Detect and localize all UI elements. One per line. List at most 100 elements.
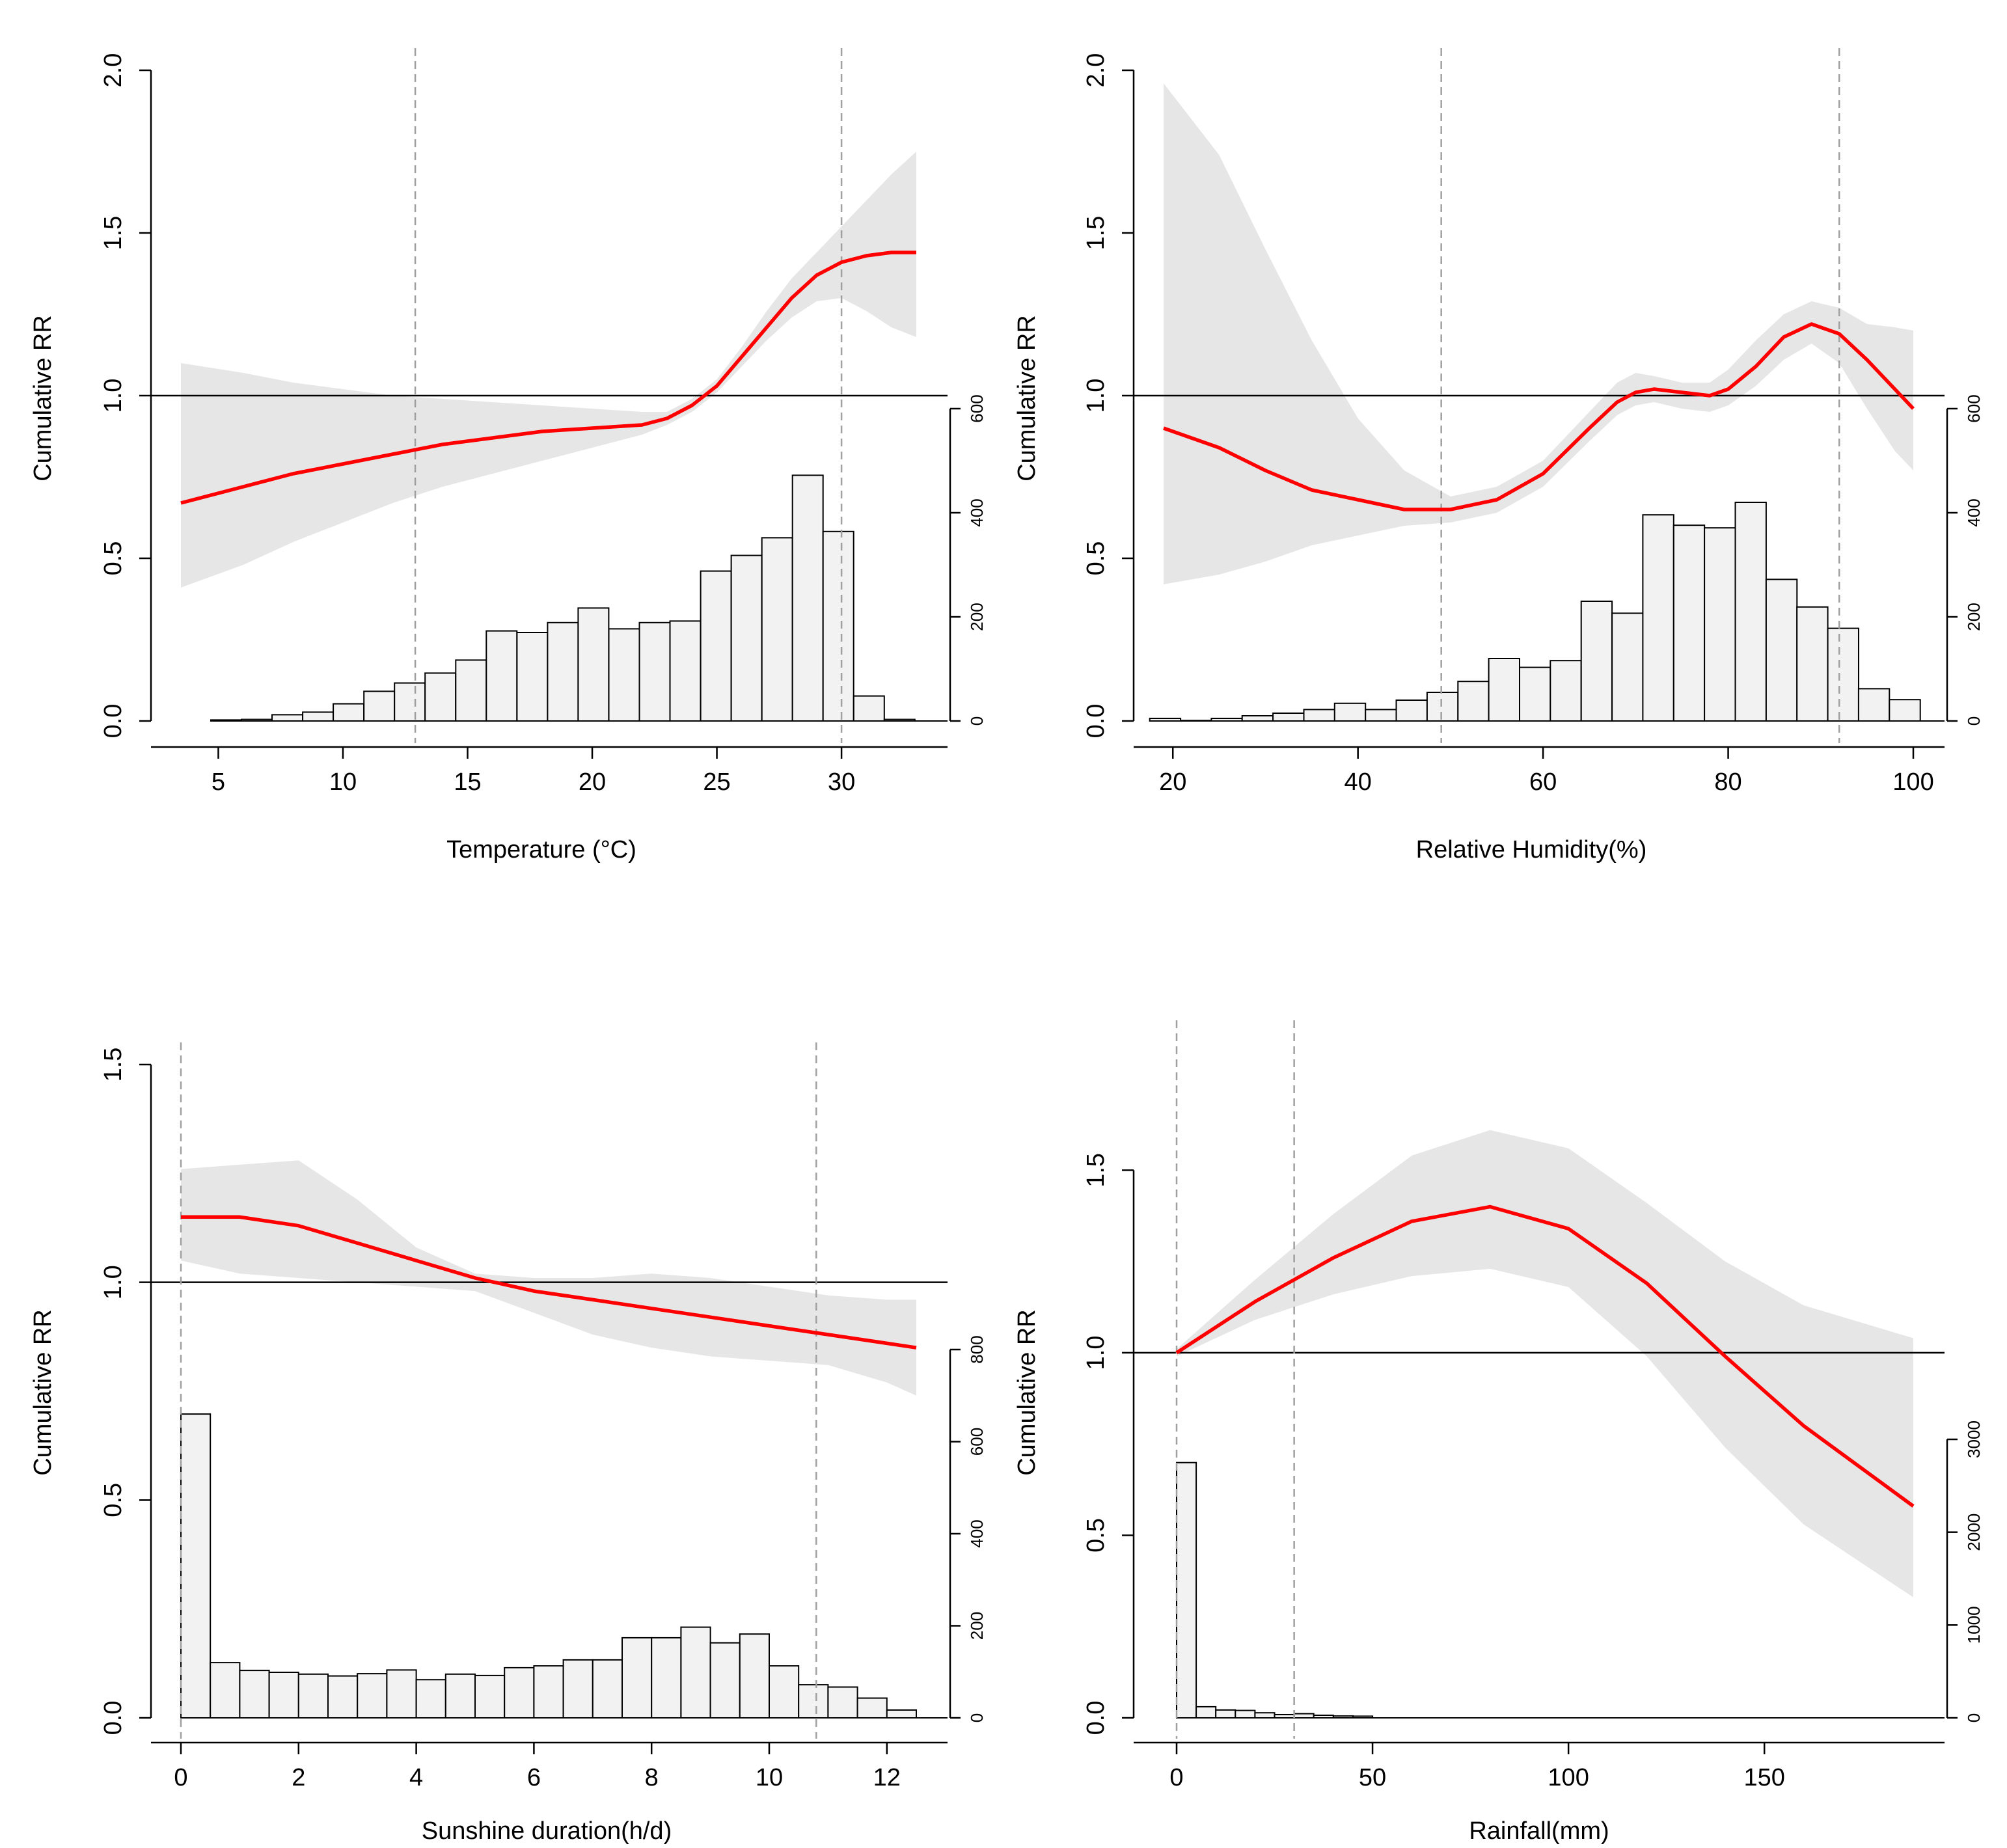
right-tick-label: 200 (967, 1612, 987, 1640)
panel-temperature: 0.0 0.5 1.0 1.5 2.0 5 10 15 20 25 30 0 200 400 600 Tem… (29, 48, 987, 863)
x-tick-label: 25 (703, 768, 730, 796)
x-tick-label: 40 (1345, 768, 1372, 796)
y-axis-label: Cumulative RR (1013, 1309, 1041, 1476)
histogram-bar (1857, 688, 1891, 722)
plot-layer: 0.0 0.5 1.0 1.5 2.0 20 40 60 80 100 0 200 400 600 (1082, 48, 1984, 796)
histogram-bar (1672, 524, 1706, 722)
x-axis-label: Temperature (°C) (446, 836, 636, 863)
histogram-bar (730, 554, 763, 722)
y-tick-label: 0.5 (1082, 541, 1110, 576)
histogram-bar (327, 1675, 359, 1719)
panel-rainfall: 0.0 0.5 1.0 1.5 0 50 100 150 0 1000 2000 3000 Rainf… (1013, 1020, 1984, 1845)
histogram-bar (1704, 527, 1736, 722)
histogram-bar (239, 1670, 270, 1719)
histogram-bar (1333, 702, 1367, 722)
x-tick-label: 5 (212, 768, 225, 796)
y-tick-label: 1.0 (1082, 379, 1110, 413)
histogram-bar (592, 1659, 623, 1719)
histogram-bar (1796, 606, 1829, 722)
rr-curve (1163, 322, 1915, 511)
histogram-bar (1195, 1705, 1217, 1719)
right-tick-label: 400 (1964, 498, 1984, 526)
right-tick-label: 200 (967, 603, 987, 631)
histogram-bar (1734, 502, 1767, 722)
histogram-bar (1550, 660, 1582, 722)
right-tick-label: 0 (967, 716, 987, 726)
confidence-band (1164, 83, 1913, 584)
histogram-bar (709, 1642, 741, 1719)
plot-layer: 0.0 0.5 1.0 1.5 0 50 100 150 0 1000 2000 3000 (1082, 1020, 1984, 1791)
x-tick-label: 100 (1548, 1764, 1589, 1791)
histogram-bar (1457, 681, 1490, 722)
histogram-bar (1395, 700, 1428, 722)
x-tick-label: 20 (1159, 768, 1186, 796)
histogram-bar (268, 1672, 299, 1719)
histogram-bar (333, 703, 365, 722)
histogram-bar (562, 1659, 594, 1719)
histogram-bar (680, 1626, 711, 1719)
histogram-bar (853, 695, 885, 722)
histogram-bar (739, 1633, 771, 1719)
right-tick-label: 0 (967, 1713, 987, 1722)
x-tick-label: 8 (645, 1764, 659, 1791)
confidence-band (181, 1160, 916, 1396)
histogram-bar (444, 1673, 476, 1719)
histogram-bar (357, 1673, 388, 1719)
y-tick-label: 1.5 (100, 216, 127, 251)
x-tick-label: 4 (409, 1764, 423, 1791)
x-tick-label: 60 (1529, 768, 1557, 796)
y-tick-label: 0.5 (100, 1483, 127, 1517)
y-tick-label: 1.5 (1082, 216, 1110, 251)
x-tick-label: 10 (756, 1764, 783, 1791)
x-tick-label: 80 (1714, 768, 1741, 796)
y-axis-label: Cumulative RR (29, 315, 57, 482)
histogram-bar (621, 1637, 653, 1719)
right-tick-label: 3000 (1964, 1420, 1984, 1458)
histogram-bar (271, 714, 303, 722)
rr-curve (181, 1215, 917, 1350)
y-axis-label: Cumulative RR (1013, 315, 1041, 482)
y-tick-label: 2.0 (1082, 53, 1110, 88)
histogram-bar (1519, 666, 1551, 722)
histogram-bar (1580, 601, 1613, 722)
histogram-bar (886, 1709, 918, 1719)
confidence-band (1177, 1130, 1913, 1597)
panel-sunshine: 0.0 0.5 1.0 1.5 0 2 4 6 8 10 12 0 200 400 600 800 Sunsh… (29, 1042, 987, 1845)
x-tick-label: 100 (1892, 768, 1933, 796)
histogram-bar (455, 659, 487, 722)
right-tick-label: 400 (967, 498, 987, 526)
histogram-bar (1365, 709, 1397, 722)
histogram-bar (1426, 692, 1459, 722)
histogram-bar (791, 474, 824, 722)
histogram-bar (1765, 578, 1798, 722)
y-tick-label: 1.5 (100, 1048, 127, 1082)
histogram-bar (638, 621, 671, 722)
histogram-bar (547, 621, 579, 722)
x-axis-label: Sunshine duration(h/d) (422, 1817, 672, 1845)
x-tick-label: 15 (454, 768, 481, 796)
histogram-bar (386, 1669, 417, 1719)
right-tick-label: 0 (1964, 716, 1984, 726)
histogram-bar (210, 1662, 241, 1719)
histogram-bar (1241, 715, 1274, 722)
histogram-bar (651, 1637, 682, 1719)
y-tick-label: 0.0 (100, 1701, 127, 1735)
x-axis-label: Relative Humidity(%) (1416, 836, 1647, 863)
right-tick-label: 200 (1964, 603, 1984, 631)
histogram-bar (1642, 514, 1674, 722)
histogram-bar (1611, 612, 1644, 722)
histogram-bar (297, 1673, 329, 1719)
histogram-bar (577, 607, 610, 722)
histogram-bar (827, 1686, 858, 1719)
x-tick-label: 0 (1169, 1764, 1183, 1791)
y-tick-label: 1.0 (100, 379, 127, 413)
histogram-bar (1254, 1712, 1276, 1719)
histogram-bar (1215, 1709, 1236, 1719)
histogram-bar (415, 1679, 446, 1719)
histogram-bar (761, 537, 793, 722)
right-tick-label: 2000 (1964, 1514, 1984, 1551)
histogram-bar (424, 672, 457, 722)
y-tick-label: 0.0 (100, 704, 127, 739)
histogram-bar (504, 1666, 535, 1719)
